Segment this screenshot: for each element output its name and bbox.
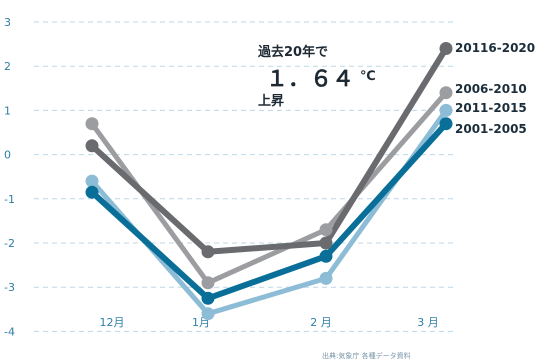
annotation-unit: ℃ [360,69,376,84]
annotation-value: １．６４ [266,67,354,92]
y-tick-label: 2 [4,60,11,73]
x-tick-label: 3 月 [417,316,439,329]
series-label: 2001-2005 [455,122,527,136]
y-tick-label: 0 [4,149,11,162]
series-labels: 20116-2020 2006-2010 2011-2015 2001-2005 [455,41,535,136]
x-tick-label: 2 月 [310,316,332,329]
data-point [439,86,453,100]
data-point [319,249,333,263]
data-point [201,291,215,305]
x-tick-label: 12月 [100,316,125,329]
data-point [319,271,333,285]
data-point [85,117,99,131]
data-point [85,139,99,153]
data-point [319,236,333,250]
data-point [201,245,215,259]
annotation-line3: 上昇 [258,94,284,109]
annotation-line1: 過去20年で [257,44,328,60]
series-lines [89,45,449,317]
y-tick-label: -1 [4,193,15,206]
source-note: 出典:気象庁 各種データ資料 [322,351,411,360]
data-point [85,174,99,188]
series-line [89,120,449,302]
data-point [439,103,453,117]
series-label: 20116-2020 [455,41,535,55]
y-axis-ticks: 3 2 1 0 -1 -2 -3 -4 [4,16,15,338]
y-tick-label: 1 [4,104,11,117]
y-tick-label: -2 [4,237,15,250]
series-line [89,90,449,286]
data-point [85,185,99,199]
y-tick-label: -3 [4,281,15,294]
data-point [319,223,333,237]
series-points [85,42,453,321]
y-tick-label: -4 [4,325,15,338]
series-line [89,45,449,255]
data-point [439,117,453,131]
series-label: 2011-2015 [455,101,527,115]
series-line [89,107,449,317]
data-point [439,42,453,55]
series-label: 2006-2010 [455,82,527,96]
data-point [201,276,215,290]
data-point [201,307,215,321]
y-tick-label: 3 [4,16,11,29]
